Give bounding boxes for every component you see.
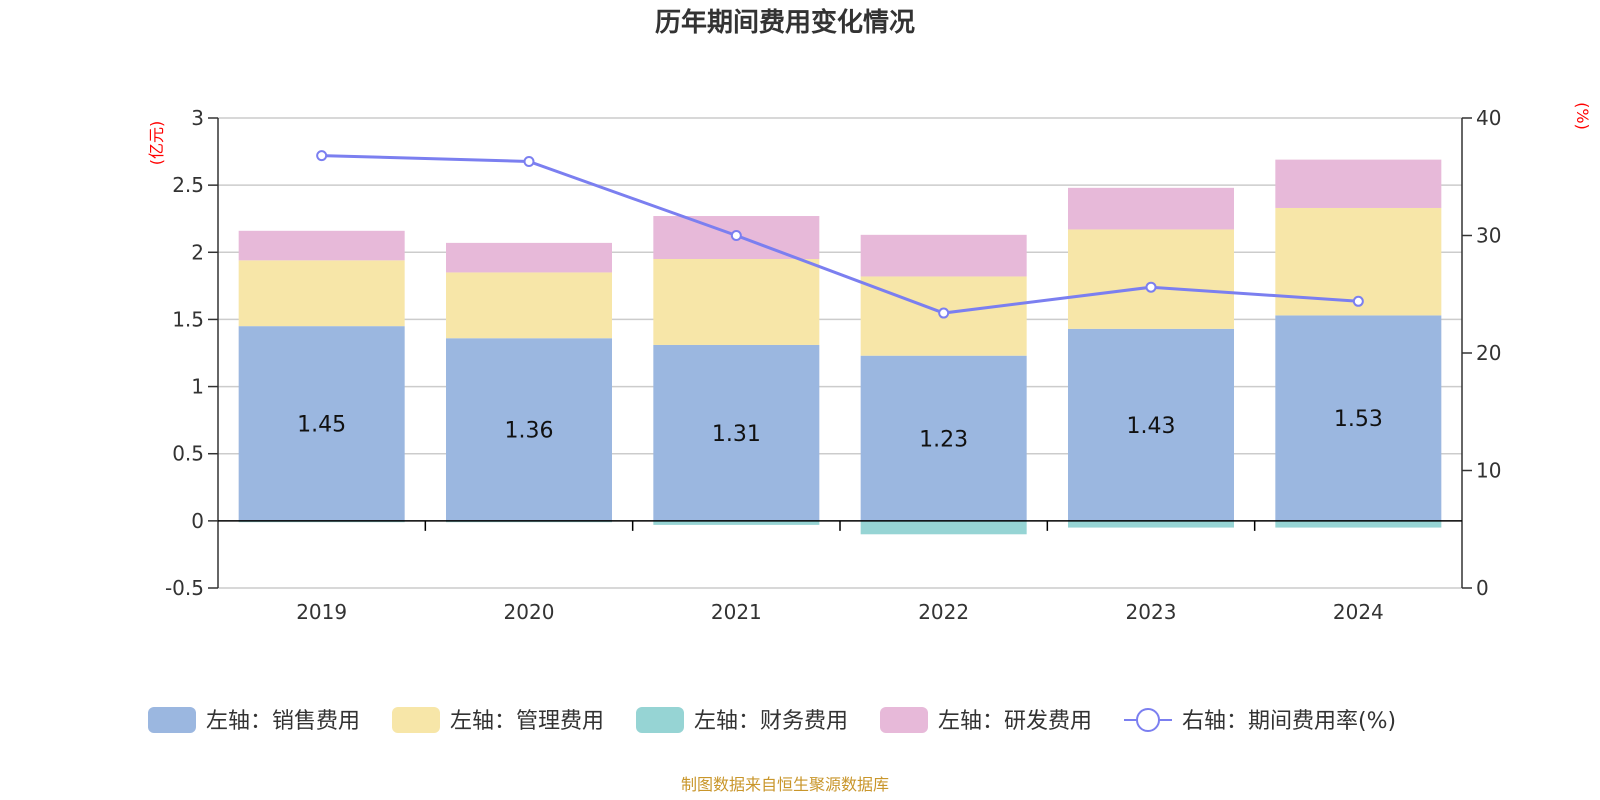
rate-point — [1145, 281, 1157, 293]
bars — [238, 159, 1442, 535]
category-label: 2022 — [918, 600, 969, 624]
right-tick-label: 10 — [1476, 459, 1501, 483]
rate-point — [730, 230, 742, 241]
bar-value-label: 1.36 — [505, 419, 554, 444]
left-tick-label: 1.5 — [172, 307, 204, 331]
legend-line-marker — [1136, 708, 1160, 732]
bar-value-label: 1.45 — [297, 413, 346, 438]
legend-swatch — [880, 707, 928, 733]
category-label: 2020 — [504, 600, 555, 624]
bar-segment — [446, 242, 612, 273]
left-tick-label: 0 — [191, 509, 204, 533]
left-tick-label: 1 — [191, 375, 204, 399]
bar-value-label: 1.31 — [712, 422, 761, 447]
legend-label: 左轴：销售费用 — [206, 709, 360, 734]
bar-segment — [860, 234, 1027, 277]
grid-lines — [218, 117, 1462, 589]
bar-segment — [238, 326, 405, 521]
bar-segment — [653, 520, 820, 525]
bar-segment — [653, 259, 820, 345]
rate-point — [523, 155, 535, 167]
bar-value-label: 1.43 — [1127, 414, 1176, 439]
bar-segment — [1068, 520, 1234, 528]
bar-segment — [446, 272, 612, 339]
bar-segment — [238, 230, 405, 261]
rate-point — [1352, 295, 1364, 307]
rate-point — [938, 307, 950, 319]
left-tick-label: -0.5 — [165, 576, 204, 600]
axes: 3 2.5 2 1.5 1 0.5 0 -0.5 40 30 20 10 0 2019 2020 2021 20… — [165, 106, 1501, 624]
legend-label: 左轴：研发费用 — [938, 709, 1092, 734]
bar-segment — [1068, 187, 1234, 230]
bar-value-label: 1.23 — [919, 427, 968, 452]
bar-segment — [860, 520, 1027, 535]
bar-segment — [860, 355, 1027, 521]
chart-title: 历年期间费用变化情况 — [655, 7, 915, 38]
rate-line — [316, 150, 1364, 319]
legend-label: 左轴：管理费用 — [450, 709, 604, 734]
bar-value-label: 1.53 — [1334, 407, 1383, 432]
right-tick-label: 30 — [1476, 224, 1501, 248]
bar-segment — [1275, 315, 1442, 521]
category-label: 2019 — [296, 600, 347, 624]
bar-segment — [1275, 520, 1442, 528]
right-tick-label: 0 — [1476, 576, 1489, 600]
right-tick-label: 40 — [1476, 106, 1501, 130]
right-axis-unit: (%) — [1573, 102, 1592, 130]
right-tick-label: 20 — [1476, 341, 1501, 365]
legend-swatch — [636, 707, 684, 733]
bar-segment — [1275, 159, 1442, 208]
category-label: 2023 — [1126, 600, 1177, 624]
rate-polyline — [321, 154, 1359, 315]
rate-point — [316, 150, 328, 162]
bar-segment — [653, 344, 820, 521]
legend: 左轴：销售费用 左轴：管理费用 左轴：财务费用 左轴：研发费用 右轴：期间费用率(%) — [148, 707, 1396, 734]
category-label: 2024 — [1333, 600, 1384, 624]
legend-swatch — [392, 707, 440, 733]
left-tick-label: 0.5 — [172, 442, 204, 466]
bar-segment — [1068, 229, 1234, 329]
bar-segment — [238, 260, 405, 327]
source-note: 制图数据来自恒生聚源数据库 — [681, 775, 889, 794]
legend-label: 右轴：期间费用率(%) — [1182, 709, 1396, 734]
category-label: 2021 — [711, 600, 762, 624]
legend-label: 左轴：财务费用 — [694, 709, 848, 734]
data-labels: 1.45 1.36 1.31 1.23 1.43 1.53 — [297, 407, 1383, 452]
left-tick-label: 2.5 — [172, 173, 204, 197]
bar-segment — [1068, 328, 1234, 521]
left-tick-label: 2 — [191, 240, 204, 264]
legend-swatch — [148, 707, 196, 733]
left-axis-unit: (亿元) — [147, 121, 166, 166]
bar-segment — [446, 338, 612, 521]
left-tick-label: 3 — [191, 106, 204, 130]
